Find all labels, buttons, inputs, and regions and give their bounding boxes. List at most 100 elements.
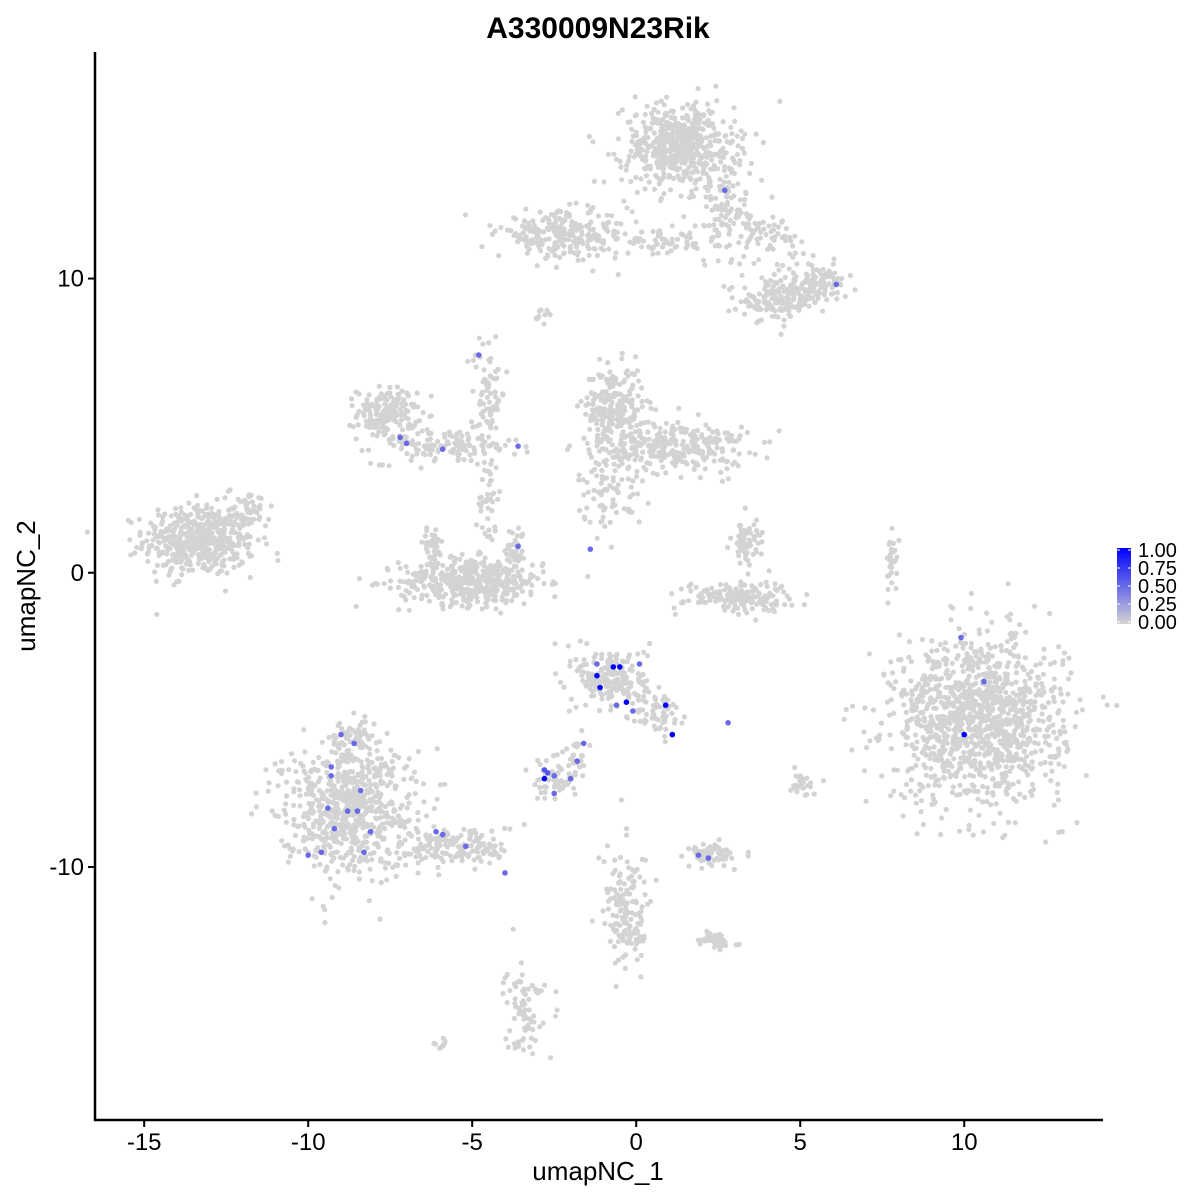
cell-point	[206, 511, 212, 517]
cell-point	[731, 170, 737, 176]
cell-point	[730, 447, 737, 453]
cell-point	[629, 397, 635, 403]
cell-point	[476, 575, 482, 581]
cell-point	[605, 677, 611, 683]
cell-point	[565, 643, 571, 649]
cell-point	[717, 176, 723, 182]
cell-point	[586, 447, 592, 453]
cell-point	[1031, 740, 1038, 746]
cell-point	[839, 276, 845, 282]
cell-point	[478, 392, 485, 398]
cell-point	[563, 213, 569, 219]
cell-point	[154, 611, 160, 618]
cell-point	[431, 443, 438, 449]
cell-point	[212, 524, 218, 530]
cell-point	[923, 772, 930, 778]
cell-point	[735, 463, 741, 469]
cell-point	[1056, 761, 1062, 767]
cell-point	[217, 542, 223, 548]
cell-point	[914, 719, 920, 725]
cell-point	[769, 288, 775, 294]
cell-point	[235, 522, 241, 528]
cell-point	[581, 492, 587, 498]
cell-point	[504, 369, 510, 375]
cell-point	[650, 251, 656, 257]
cell-point	[623, 167, 629, 173]
cell-point	[487, 373, 493, 379]
cell-point	[1013, 692, 1019, 698]
cell-point	[611, 448, 617, 454]
cell-point	[1017, 686, 1023, 693]
cell-point	[1006, 784, 1012, 791]
cell-point	[649, 110, 655, 117]
cell-point	[600, 488, 606, 494]
cell-point	[488, 477, 494, 483]
cell-point	[680, 105, 686, 111]
cell-point	[721, 168, 728, 174]
cell-point	[941, 657, 947, 663]
cell-point	[1021, 748, 1028, 754]
cell-point	[195, 502, 201, 508]
cell-point	[752, 587, 758, 593]
cell-point	[456, 456, 462, 462]
cell-point	[1046, 724, 1052, 730]
cell-point	[184, 555, 190, 561]
cell-point	[641, 693, 647, 699]
cell-point	[487, 359, 493, 365]
cell-point	[966, 721, 972, 727]
cell-point	[779, 234, 785, 240]
cell-point	[954, 792, 960, 798]
cell-point	[1057, 731, 1063, 737]
cell-point	[695, 412, 701, 418]
cell-point	[494, 588, 500, 594]
cell-point	[751, 260, 757, 267]
cell-point	[993, 801, 999, 807]
cell-point	[755, 241, 761, 247]
cell-point	[764, 455, 770, 461]
cell-point	[926, 745, 932, 752]
cell-point	[540, 217, 546, 223]
cell-point	[384, 413, 391, 419]
cell-point	[961, 749, 967, 756]
cell-point	[675, 419, 681, 425]
cell-point	[986, 665, 992, 671]
cell-point	[810, 282, 817, 288]
cell-point	[666, 120, 672, 126]
cell-point	[676, 405, 682, 411]
cell-point	[137, 529, 143, 535]
cell-point	[990, 789, 996, 796]
cell-point	[642, 158, 649, 164]
cell-point	[703, 194, 709, 200]
cell-point	[396, 391, 402, 397]
cell-point	[654, 701, 660, 708]
cell-point	[374, 433, 380, 439]
cell-point	[957, 728, 963, 734]
cell-point	[426, 598, 432, 604]
cell-point	[744, 297, 750, 303]
cell-point	[670, 142, 677, 148]
cell-point	[591, 245, 597, 252]
cell-point	[602, 406, 608, 412]
cell-point	[1074, 820, 1080, 826]
cell-point	[557, 254, 563, 260]
cell-point	[1013, 679, 1019, 685]
cell-point	[596, 448, 603, 454]
cell-point	[580, 669, 586, 675]
cell-point	[650, 244, 657, 250]
cell-point	[996, 725, 1003, 732]
cell-point	[689, 448, 695, 454]
cell-point	[399, 388, 405, 394]
cell-point	[554, 209, 561, 215]
cell-point	[379, 462, 385, 468]
cell-point	[513, 548, 519, 555]
cell-point	[759, 177, 765, 183]
cell-point	[231, 564, 237, 571]
cell-point	[963, 659, 969, 666]
cell-point	[953, 680, 959, 686]
cell-point	[984, 799, 990, 805]
cell-point	[590, 268, 596, 274]
cell-point	[148, 520, 154, 526]
cell-point	[468, 419, 475, 425]
cell-point	[683, 245, 689, 251]
cell-point	[607, 428, 613, 434]
